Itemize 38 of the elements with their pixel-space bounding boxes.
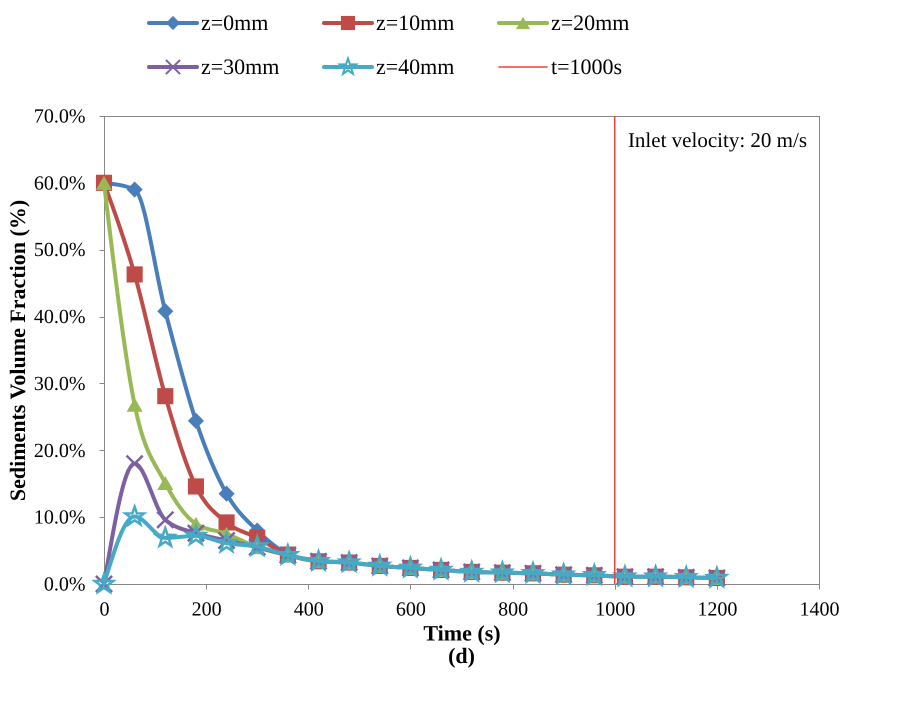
legend-label: t=1000s xyxy=(551,54,622,79)
y-tick-label: 30.0% xyxy=(34,372,86,395)
point xyxy=(126,181,143,198)
point xyxy=(126,398,143,412)
point xyxy=(125,454,144,473)
x-tick-label: 1000 xyxy=(595,598,636,620)
point xyxy=(157,388,174,404)
y-axis-title: Sediments Volume Fraction (%) xyxy=(4,200,30,502)
point xyxy=(188,412,204,429)
y-tick-label: 10.0% xyxy=(34,506,86,529)
legend-label: z=20mm xyxy=(551,10,630,35)
y-tick-label: 70.0% xyxy=(34,106,86,128)
y-tick-label: 20.0% xyxy=(34,440,86,462)
x-tick-label: 1400 xyxy=(800,598,840,620)
point xyxy=(156,510,175,530)
x-tick-label: 1200 xyxy=(697,598,738,620)
x-tick-label: 400 xyxy=(294,598,324,620)
legend-label: z=30mm xyxy=(201,54,280,79)
annotation: Inlet velocity: 20 m/s xyxy=(628,128,807,152)
point xyxy=(157,476,174,490)
x-tick-label: 0 xyxy=(100,598,110,620)
point xyxy=(157,303,174,320)
y-tick-label: 40.0% xyxy=(34,306,86,328)
x-tick-label: 200 xyxy=(192,598,222,620)
legend-label: z=10mm xyxy=(376,10,454,35)
point xyxy=(218,514,235,531)
point xyxy=(188,478,204,494)
y-tick-label: 0.0% xyxy=(44,574,86,596)
legend-label: z=0mm xyxy=(201,10,268,35)
legend-label: z=40mm xyxy=(376,54,454,79)
x-tick-label: 600 xyxy=(396,598,426,620)
x-axis-title: Time (s) xyxy=(423,620,501,646)
y-tick-label: 50.0% xyxy=(34,239,86,262)
point xyxy=(218,486,235,502)
point xyxy=(126,266,143,283)
x-tick-label: 800 xyxy=(498,598,528,620)
text: (d) xyxy=(448,643,475,668)
y-tick-label: 60.0% xyxy=(34,172,86,194)
